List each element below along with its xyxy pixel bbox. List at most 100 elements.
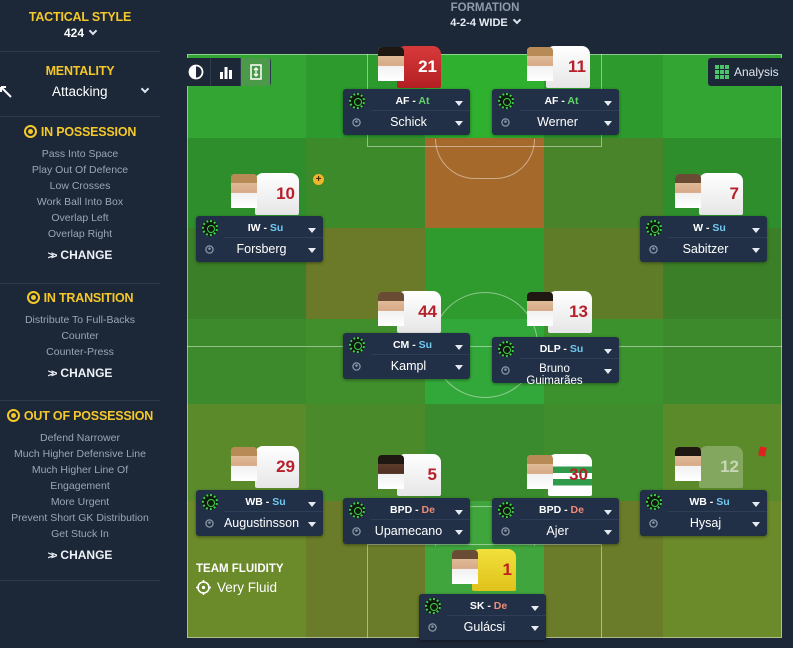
divider [668, 237, 767, 238]
divider [0, 580, 160, 581]
player-portrait [231, 174, 257, 208]
player-dropdown-icon[interactable] [455, 530, 463, 535]
role-dropdown-icon[interactable] [531, 606, 539, 611]
player-shirt: 21 [397, 46, 441, 88]
mentality-title: MENTALITY [45, 64, 115, 78]
possession-icon [23, 125, 37, 138]
player-name: Werner [537, 115, 578, 129]
player-dropdown-icon[interactable] [604, 121, 612, 126]
chevron-down-icon [140, 84, 150, 93]
role-dropdown-icon[interactable] [604, 510, 612, 515]
pitch-view-button[interactable] [241, 58, 271, 86]
fitness-ring-icon [646, 220, 662, 236]
role-line: AF - At [544, 95, 579, 107]
pitch-zone [306, 138, 425, 228]
role-dropdown-icon[interactable] [308, 502, 316, 507]
shirt-number: 30 [569, 465, 588, 484]
player-portrait [527, 455, 553, 489]
fitness-ring-icon [498, 341, 514, 357]
analysis-button[interactable]: Analysis [708, 58, 786, 86]
in-possession-list: Pass Into Space Play Out Of Defence Low … [0, 146, 160, 242]
role-line: WB - Su [689, 496, 730, 508]
team-fluidity-value: Very Fluid [217, 580, 278, 595]
person-icon [501, 366, 510, 375]
in-transition-title: IN TRANSITION [43, 291, 134, 305]
player-dropdown-icon[interactable] [455, 365, 463, 370]
player-card-schick[interactable]: AF - At Schick [343, 89, 470, 135]
shirt-number: 13 [569, 302, 588, 321]
player-name: Ajer [546, 524, 569, 538]
formation-selector[interactable]: FORMATION 4-2-4 WIDE [420, 2, 550, 29]
player-card-gulacsi[interactable]: SK - De Gulácsi [419, 594, 546, 640]
instruction-item: Pass Into Space [41, 148, 119, 160]
role-label: BPD [390, 504, 413, 516]
player-dropdown-icon[interactable] [531, 626, 539, 631]
player-card-guimaraes[interactable]: DLP - Su Bruno Guimarães [492, 337, 619, 387]
player-dropdown-icon[interactable] [308, 248, 316, 253]
player-dropdown-icon[interactable] [604, 369, 612, 374]
player-portrait [527, 47, 553, 81]
player-card-forsberg[interactable]: IW - Su Forsberg [196, 216, 323, 262]
instruction-item: Get Stuck In [51, 528, 109, 540]
player-card-werner[interactable]: AF - At Werner [492, 89, 619, 135]
role-label: AF [544, 95, 559, 107]
double-chevron-icon: >> [47, 550, 58, 562]
instruction-item: Defend Narrower [40, 432, 120, 444]
player-card-hysaj[interactable]: WB - Su Hysaj [640, 490, 767, 536]
instruction-item: Play Out Of Defence [31, 164, 129, 176]
in-transition-change-button[interactable]: >> CHANGE [48, 366, 113, 380]
player-card-upamecano[interactable]: BPD - De Upamecano [343, 498, 470, 544]
player-dropdown-icon[interactable] [604, 530, 612, 535]
role-line: CM - Su [392, 339, 433, 351]
player-shirt: 7 [699, 173, 743, 215]
player-card-ajer[interactable]: BPD - De Ajer [492, 498, 619, 544]
player-card-kampl[interactable]: CM - Su Kampl [343, 333, 470, 379]
role-dropdown-icon[interactable] [308, 228, 316, 233]
mentality-dropdown[interactable]: Attacking [0, 84, 160, 99]
in-possession-header: IN POSSESSION [0, 125, 160, 139]
player-dropdown-icon[interactable] [752, 522, 760, 527]
add-position-icon[interactable]: + [313, 174, 324, 185]
instruction-item: Counter [61, 330, 99, 342]
player-portrait [231, 447, 257, 481]
person-icon [428, 623, 437, 632]
bar-chart-view-button[interactable] [211, 58, 241, 86]
contrast-toggle-button[interactable] [181, 58, 211, 86]
instruction-item: Much Higher Line Of [31, 464, 129, 476]
role-dropdown-icon[interactable] [455, 345, 463, 350]
role-dropdown-icon[interactable] [604, 349, 612, 354]
player-card-augustinsson[interactable]: WB - Su Augustinsson [196, 490, 323, 536]
role-dropdown-icon[interactable] [455, 101, 463, 106]
instruction-item: Overlap Right [47, 228, 113, 240]
instruction-item: Much Higher Defensive Line [14, 448, 146, 460]
change-label: CHANGE [60, 366, 113, 380]
role-dropdown-icon[interactable] [455, 510, 463, 515]
in-possession-change-button[interactable]: >> CHANGE [48, 248, 113, 262]
divider [520, 110, 619, 111]
instruction-item: Low Crosses [49, 180, 111, 192]
divider [371, 110, 470, 111]
shirt-number: 29 [276, 457, 295, 476]
player-shirt: 1 [472, 549, 516, 591]
role-dropdown-icon[interactable] [604, 101, 612, 106]
tactical-style-value: 424 [63, 26, 85, 40]
role-dropdown-icon[interactable] [752, 228, 760, 233]
out-of-possession-change-button[interactable]: >> CHANGE [48, 548, 113, 562]
player-dropdown-icon[interactable] [455, 121, 463, 126]
role-dropdown-icon[interactable] [752, 502, 760, 507]
tactical-style-section[interactable]: TACTICAL STYLE 424 [0, 10, 160, 40]
mentality-section: MENTALITY Attacking [0, 64, 160, 99]
role-label: AF [395, 95, 410, 107]
role-label: DLP [539, 343, 561, 355]
instruction-item: Distribute To Full-Backs [24, 314, 136, 326]
shirt-number: 21 [418, 57, 437, 76]
player-dropdown-icon[interactable] [752, 248, 760, 253]
player-dropdown-icon[interactable] [308, 522, 316, 527]
shirt-number: 1 [502, 560, 512, 579]
player-card-sabitzer[interactable]: W - Su Sabitzer [640, 216, 767, 262]
tactical-style-dropdown[interactable]: 424 [0, 26, 160, 40]
player-portrait [378, 292, 404, 326]
player-shirt: 13 [548, 291, 592, 333]
role-line: IW - Su [247, 222, 284, 234]
in-transition-header: IN TRANSITION [0, 291, 160, 305]
